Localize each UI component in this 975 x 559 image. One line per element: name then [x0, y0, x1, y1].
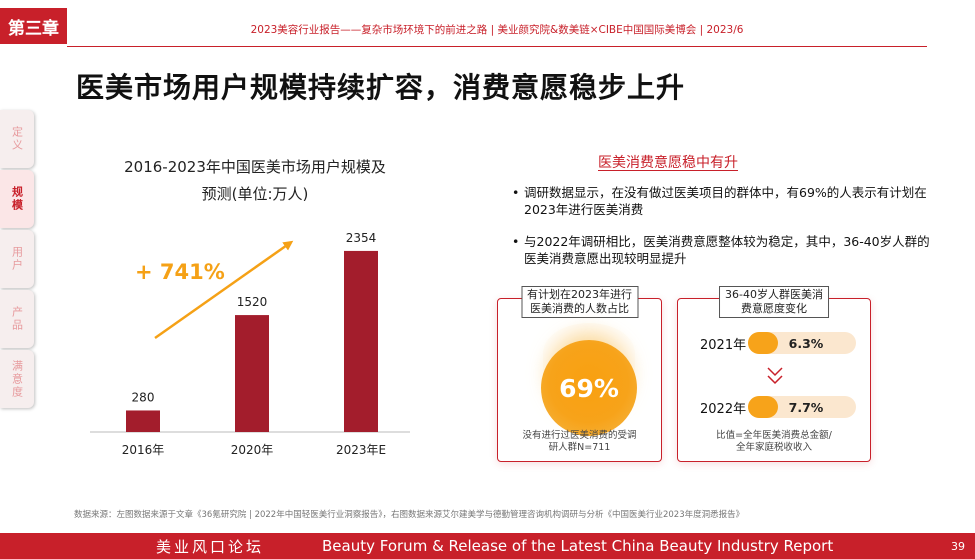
- chapter-tag: 第三章: [0, 8, 67, 44]
- age-group-intent-card: 36-40岁人群医美消 费意愿度变化 2021年 6.3% 2022年 7.7%…: [677, 286, 871, 462]
- bar: [344, 250, 378, 432]
- value-pill: 6.3%: [748, 332, 856, 354]
- card-label-line: 有计划在2023年进行: [527, 288, 632, 301]
- growth-arrow: [154, 240, 294, 340]
- chart-title-line2: 预测(单位:万人): [201, 185, 309, 203]
- bar-value-label: 280: [132, 390, 155, 404]
- category-label: 2023年E: [336, 443, 386, 457]
- section-nav: 定义 规模 用户 产品 满意度: [0, 110, 36, 410]
- card-note-line: 研人群N=711: [548, 442, 611, 453]
- page-title: 医美市场用户规模持续扩容，消费意愿稳步上升: [76, 71, 686, 104]
- bar: [126, 410, 160, 432]
- nav-tab-satisfaction[interactable]: 满意度: [0, 350, 34, 408]
- card-label: 有计划在2023年进行 医美消费的人数占比: [521, 286, 638, 318]
- card-label: 36-40岁人群医美消 费意愿度变化: [719, 286, 829, 318]
- right-heading: 医美消费意愿稳中有升: [598, 155, 738, 171]
- data-source-note: 数据来源：左图数据来源于文章《36氪研究院 | 2022年中国轻医美行业洞察报告…: [74, 510, 745, 520]
- double-chevron-down-icon: [767, 367, 783, 385]
- card-note-line: 全年家庭税收收入: [735, 442, 812, 453]
- category-label: 2020年: [231, 443, 274, 457]
- row-year: 2021年: [700, 337, 747, 353]
- bullet-list: 调研数据显示，在没有做过医美项目的群体中，有69%的人表示有计划在2023年进行…: [512, 184, 932, 282]
- row-value: 7.7%: [788, 399, 824, 415]
- page-number: 39: [951, 539, 965, 553]
- intent-row-2021: 2021年 6.3%: [700, 332, 856, 354]
- nav-tab-definition[interactable]: 定义: [0, 110, 34, 168]
- growth-annotation: + 741%: [135, 260, 225, 284]
- card-note-line: 没有进行过医美消费的受调: [522, 430, 637, 441]
- report-header: 2023美容行业报告——复杂市场环境下的前进之路 | 美业颜究院&数美链×CIB…: [250, 24, 744, 36]
- bar-value-label: 1520: [237, 295, 268, 309]
- row-value: 6.3%: [788, 335, 824, 351]
- bar-value-label: 2354: [346, 231, 377, 245]
- card-label-line: 36-40岁人群医美消: [725, 288, 823, 301]
- header-divider: [67, 46, 927, 47]
- intent-share-circle: 69%: [541, 340, 637, 436]
- nav-tab-products[interactable]: 产品: [0, 290, 34, 348]
- intent-share-value: 69%: [559, 373, 619, 403]
- nav-tab-scale[interactable]: 规模: [0, 170, 34, 228]
- row-year: 2022年: [700, 401, 747, 417]
- nav-tab-users[interactable]: 用户: [0, 230, 34, 288]
- card-note-line: 比值=全年医美消费总金额/: [716, 430, 832, 441]
- chart-title-line1: 2016-2023年中国医美市场用户规模及: [124, 158, 386, 176]
- value-pill: 7.7%: [748, 396, 856, 418]
- footer-bar: 美业风口论坛 Beauty Forum & Release of the Lat…: [0, 533, 975, 559]
- bullet-item: 调研数据显示，在没有做过医美项目的群体中，有69%的人表示有计划在2023年进行…: [512, 184, 932, 218]
- chart-title: 2016-2023年中国医美市场用户规模及 预测(单位:万人): [100, 154, 410, 208]
- category-label: 2016年: [122, 443, 165, 457]
- card-note: 比值=全年医美消费总金额/ 全年家庭税收收入: [678, 430, 870, 454]
- card-label-line: 医美消费的人数占比: [530, 302, 629, 315]
- card-label-line: 费意愿度变化: [741, 302, 807, 315]
- pill-dot: [748, 396, 778, 418]
- bullet-item: 与2022年调研相比，医美消费意愿整体较为稳定，其中，36-40岁人群的医美消费…: [512, 233, 932, 267]
- intent-share-card: 有计划在2023年进行 医美消费的人数占比 69% 没有进行过医美消费的受调 研…: [497, 286, 662, 462]
- card-note: 没有进行过医美消费的受调 研人群N=711: [498, 430, 661, 454]
- pill-dot: [748, 332, 778, 354]
- footer-forum-name: 美业风口论坛: [156, 537, 265, 556]
- intent-row-2022: 2022年 7.7%: [700, 396, 856, 418]
- footer-forum-title: Beauty Forum & Release of the Latest Chi…: [322, 537, 834, 555]
- bar: [235, 315, 269, 432]
